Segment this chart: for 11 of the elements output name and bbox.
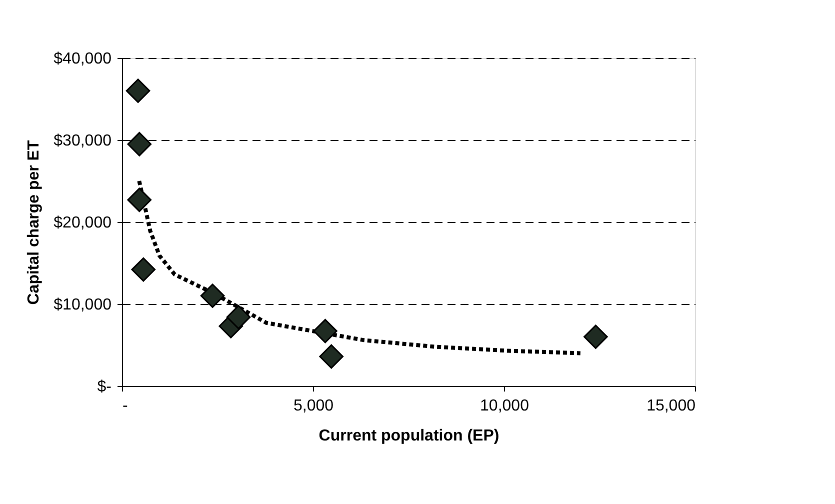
y-tick-label: $40,000	[54, 50, 112, 68]
x-tick-label: -	[122, 398, 128, 414]
y-tick-label: $30,000	[54, 132, 112, 150]
x-tick-label: 5,000	[293, 398, 334, 414]
y-tick-label: $10,000	[54, 296, 112, 314]
x-axis-title: Current population (EP)	[318, 428, 500, 444]
y-tick-label: $20,000	[54, 214, 112, 232]
x-tick-label: 15,000	[646, 398, 696, 414]
x-tick-label: 10,000	[480, 398, 530, 414]
y-tick-label: $-	[97, 378, 112, 396]
y-axis-title: Capital charge per ET	[26, 140, 43, 305]
